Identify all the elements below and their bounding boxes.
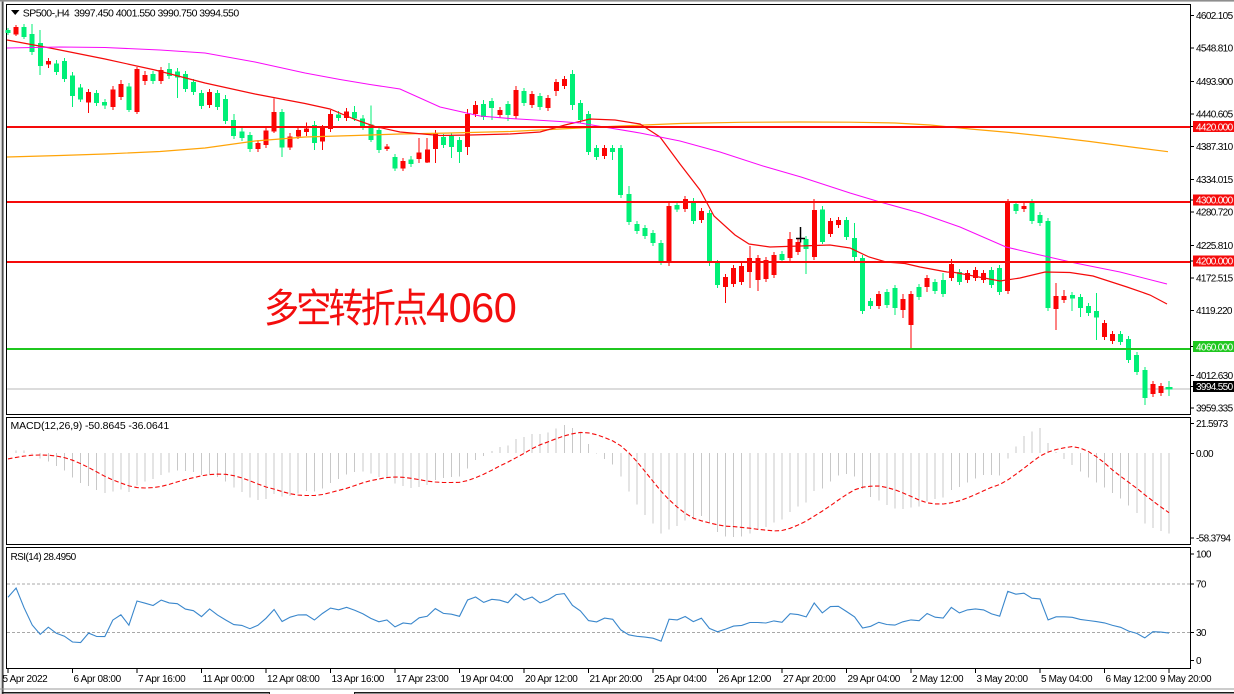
- svg-text:4225.810: 4225.810: [1196, 241, 1234, 252]
- svg-text:3 May 20:00: 3 May 20:00: [977, 674, 1029, 685]
- svg-text:RSI(14) 28.4950: RSI(14) 28.4950: [11, 552, 77, 563]
- svg-text:-58.3794: -58.3794: [1196, 534, 1231, 545]
- svg-text:29 Apr 04:00: 29 Apr 04:00: [848, 674, 901, 685]
- svg-text:4012.630: 4012.630: [1196, 371, 1234, 382]
- svg-text:19 Apr 04:00: 19 Apr 04:00: [461, 674, 514, 685]
- svg-text:4602.105: 4602.105: [1196, 11, 1234, 22]
- svg-text:0.00: 0.00: [1196, 449, 1214, 460]
- svg-text:26 Apr 12:00: 26 Apr 12:00: [719, 674, 772, 685]
- svg-text:4280.720: 4280.720: [1196, 207, 1234, 218]
- svg-text:4119.220: 4119.220: [1196, 306, 1233, 317]
- svg-text:13 Apr 16:00: 13 Apr 16:00: [332, 674, 385, 685]
- svg-text:3959.335: 3959.335: [1196, 404, 1234, 415]
- svg-text:100: 100: [1196, 550, 1212, 561]
- svg-text:11 Apr 00:00: 11 Apr 00:00: [203, 674, 256, 685]
- svg-text:7 Apr 16:00: 7 Apr 16:00: [138, 674, 186, 685]
- svg-text:4300.000: 4300.000: [1196, 196, 1234, 207]
- svg-text:27 Apr 20:00: 27 Apr 20:00: [783, 674, 836, 685]
- svg-text:4493.900: 4493.900: [1196, 77, 1234, 88]
- svg-text:17 Apr 23:00: 17 Apr 23:00: [396, 674, 449, 685]
- svg-text:4548.810: 4548.810: [1196, 44, 1234, 55]
- svg-text:5 Apr 2022: 5 Apr 2022: [3, 674, 49, 685]
- svg-text:25 Apr 04:00: 25 Apr 04:00: [654, 674, 707, 685]
- svg-text:4060.000: 4060.000: [1196, 342, 1234, 353]
- svg-text:9 May 20:00: 9 May 20:00: [1160, 674, 1212, 685]
- svg-text:4334.015: 4334.015: [1196, 175, 1234, 186]
- svg-text:4440.605: 4440.605: [1196, 110, 1234, 121]
- svg-text:5 May 04:00: 5 May 04:00: [1041, 674, 1093, 685]
- svg-text:4060: 4060: [426, 284, 516, 331]
- svg-text:0: 0: [1196, 656, 1202, 667]
- svg-text:70: 70: [1196, 580, 1207, 591]
- svg-text:21.5973: 21.5973: [1196, 419, 1229, 430]
- svg-text:4420.000: 4420.000: [1196, 122, 1234, 133]
- svg-text:20 Apr 12:00: 20 Apr 12:00: [525, 674, 578, 685]
- svg-text:6 Apr 08:00: 6 Apr 08:00: [74, 674, 122, 685]
- svg-text:MACD(12,26,9) -50.8645 -36.064: MACD(12,26,9) -50.8645 -36.0641: [11, 420, 170, 432]
- svg-text:30: 30: [1196, 628, 1207, 639]
- svg-text:12 Apr 08:00: 12 Apr 08:00: [267, 674, 320, 685]
- svg-text:21 Apr 20:00: 21 Apr 20:00: [590, 674, 643, 685]
- svg-text:3994.550: 3994.550: [1196, 382, 1234, 393]
- svg-text:2 May 12:00: 2 May 12:00: [912, 674, 964, 685]
- svg-text:6 May 12:00: 6 May 12:00: [1106, 674, 1158, 685]
- svg-text:4172.515: 4172.515: [1196, 273, 1234, 284]
- svg-text:4387.310: 4387.310: [1196, 142, 1234, 153]
- svg-text:SP500-,H4 3997.450 4001.550 3: SP500-,H4 3997.450 4001.550 3990.750 399…: [23, 8, 240, 20]
- svg-text:4200.000: 4200.000: [1196, 257, 1234, 268]
